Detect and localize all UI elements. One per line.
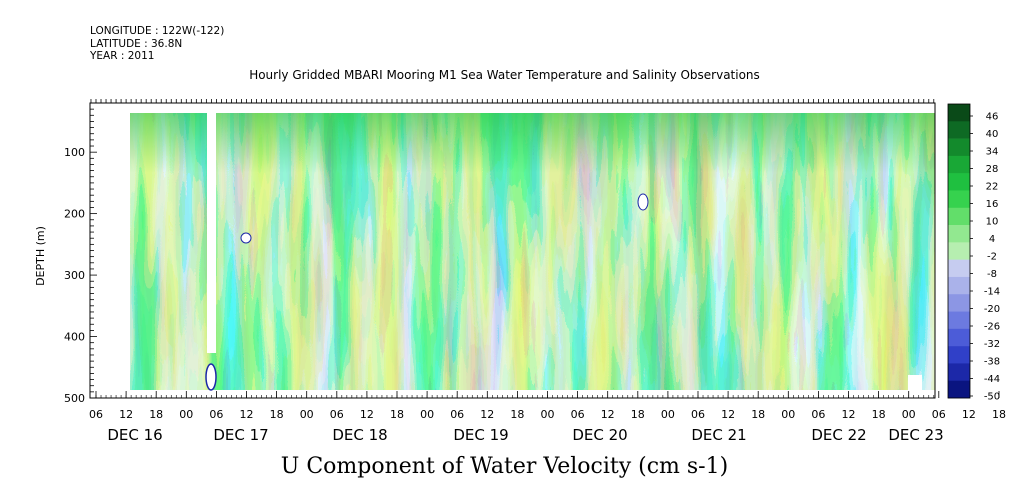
colorbar-swatch bbox=[948, 173, 970, 191]
x-tick-label: 06 bbox=[330, 408, 344, 421]
colorbar-label: 34 bbox=[986, 147, 999, 158]
y-tick-label: 500 bbox=[64, 392, 85, 405]
colorbar-swatch bbox=[948, 138, 970, 157]
y-tick-label: 400 bbox=[64, 331, 85, 344]
colorbar-swatch bbox=[948, 207, 970, 226]
colorbar-swatch bbox=[948, 380, 970, 399]
x-tick-label: 00 bbox=[541, 408, 555, 421]
x-tick-label: 18 bbox=[872, 408, 886, 421]
colorbar-swatch bbox=[948, 225, 970, 243]
x-tick-label: 06 bbox=[89, 408, 103, 421]
colorbar-label: 46 bbox=[986, 112, 999, 123]
x-tick-label: 00 bbox=[179, 408, 193, 421]
x-tick-label: 18 bbox=[751, 408, 765, 421]
colorbar-swatch bbox=[948, 346, 970, 364]
x-tick-label: 06 bbox=[450, 408, 464, 421]
colorbar-label: 16 bbox=[986, 199, 999, 210]
colorbar-label: -50 bbox=[984, 392, 1000, 403]
colorbar-swatch bbox=[948, 104, 970, 122]
x-tick-label: 12 bbox=[601, 408, 615, 421]
y-tick-label: 300 bbox=[64, 269, 85, 282]
x-tick-label: 06 bbox=[811, 408, 825, 421]
year-label: YEAR : 2011 bbox=[90, 50, 155, 62]
x-tick-label: 00 bbox=[300, 408, 314, 421]
colorbar-label: -32 bbox=[984, 339, 1000, 350]
x-axis: 06 12 18 00 06 12 18 00 06 12 18 00 06 12 18 00 06 12 18 00… bbox=[89, 391, 1006, 444]
colorbar-label: -14 bbox=[984, 287, 1000, 298]
colorbar-label: -8 bbox=[987, 269, 997, 280]
x-tick-label: 12 bbox=[360, 408, 374, 421]
missing-value-hole bbox=[240, 232, 252, 244]
y-axis-label: DEPTH (m) bbox=[34, 226, 47, 286]
x-tick-label: 00 bbox=[781, 408, 795, 421]
x-tick-label: 12 bbox=[842, 408, 856, 421]
x-date-label: DEC 22 bbox=[811, 426, 866, 444]
y-axis: 100 200 300 400 500 bbox=[64, 102, 97, 405]
x-date-label: DEC 19 bbox=[453, 426, 508, 444]
x-tick-label: 12 bbox=[962, 408, 976, 421]
x-tick-label: 12 bbox=[721, 408, 735, 421]
y-tick-label: 200 bbox=[64, 208, 85, 221]
x-date-label: DEC 17 bbox=[213, 426, 268, 444]
data-gap-hole bbox=[205, 363, 217, 391]
colorbar-swatch bbox=[948, 294, 970, 312]
missing-value-patch bbox=[908, 375, 922, 390]
x-date-label: DEC 23 bbox=[888, 426, 943, 444]
x-tick-label: 06 bbox=[571, 408, 585, 421]
colorbar-label: 28 bbox=[986, 164, 999, 175]
x-tick-label: 00 bbox=[902, 408, 916, 421]
x-tick-label: 00 bbox=[661, 408, 675, 421]
x-tick-label: 18 bbox=[149, 408, 163, 421]
x-axis-label: U Component of Water Velocity (cm s-1) bbox=[280, 454, 729, 479]
y-tick-label: 100 bbox=[64, 146, 85, 159]
plot-area bbox=[89, 99, 936, 399]
x-tick-label: 12 bbox=[480, 408, 494, 421]
x-tick-label: 06 bbox=[209, 408, 223, 421]
x-tick-label: 18 bbox=[631, 408, 645, 421]
x-tick-label: 18 bbox=[270, 408, 284, 421]
x-date-label: DEC 20 bbox=[572, 426, 627, 444]
x-tick-label: 00 bbox=[420, 408, 434, 421]
chart-title: Hourly Gridded MBARI Mooring M1 Sea Wate… bbox=[249, 68, 760, 82]
longitude-label: LONGITUDE : 122W(-122) bbox=[90, 25, 225, 37]
colorbar-swatch bbox=[948, 276, 970, 295]
x-date-label: DEC 16 bbox=[107, 426, 162, 444]
surface-band bbox=[130, 113, 935, 173]
colorbar-label: -26 bbox=[984, 322, 1000, 333]
x-tick-label: 06 bbox=[932, 408, 946, 421]
missing-value-hole bbox=[637, 193, 649, 211]
colorbar-label: -44 bbox=[984, 374, 1000, 385]
x-tick-label: 18 bbox=[992, 408, 1006, 421]
data-gap-strip bbox=[207, 113, 216, 353]
colorbar-label: 4 bbox=[989, 234, 995, 245]
x-tick-label: 06 bbox=[691, 408, 705, 421]
x-tick-label: 18 bbox=[390, 408, 404, 421]
colorbar-label: -38 bbox=[984, 357, 1000, 368]
colorbar-swatch bbox=[948, 328, 970, 347]
colorbar-swatch bbox=[948, 242, 970, 260]
latitude-label: LATITUDE : 36.8N bbox=[90, 38, 183, 50]
colorbar-swatch bbox=[948, 363, 970, 382]
colorbar: 46 40 34 28 22 16 10 4 -2 -8 -14 -20 -26 -32 -38 -44 -50 bbox=[947, 103, 1000, 403]
x-tick-label: 12 bbox=[119, 408, 133, 421]
colorbar-label: -2 bbox=[987, 252, 997, 263]
colorbar-frame bbox=[947, 103, 971, 399]
x-tick-label: 12 bbox=[240, 408, 254, 421]
x-tick-label: 18 bbox=[510, 408, 524, 421]
x-date-label: DEC 21 bbox=[691, 426, 746, 444]
colorbar-label: 10 bbox=[986, 217, 999, 228]
colorbar-label: 40 bbox=[986, 129, 999, 140]
colorbar-swatch bbox=[948, 121, 970, 139]
colorbar-label: 22 bbox=[986, 182, 999, 193]
colorbar-label: -20 bbox=[984, 304, 1000, 315]
colorbar-swatch bbox=[948, 259, 970, 278]
colorbar-swatch bbox=[948, 155, 970, 174]
x-date-label: DEC 18 bbox=[332, 426, 387, 444]
colorbar-swatch bbox=[948, 311, 970, 330]
colorbar-swatch bbox=[948, 190, 970, 209]
